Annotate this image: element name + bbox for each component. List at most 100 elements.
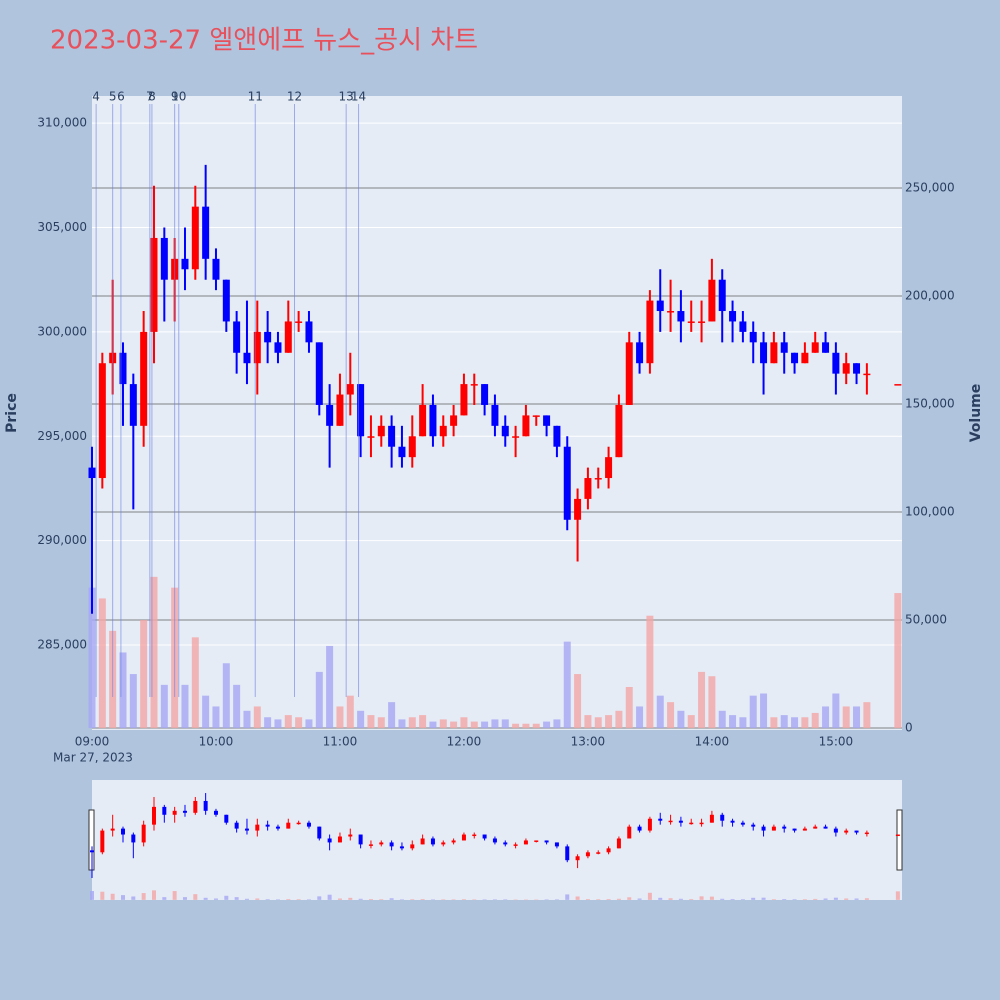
mini-candle-body bbox=[792, 828, 797, 831]
range-handle-right[interactable] bbox=[896, 809, 903, 871]
mini-volume-bar bbox=[120, 895, 125, 900]
candle-body bbox=[822, 342, 830, 353]
mini-volume-bar bbox=[430, 899, 435, 900]
mini-volume-bar bbox=[647, 892, 652, 900]
volume-bar bbox=[594, 717, 602, 729]
y2-tick-label: 250,000 bbox=[905, 181, 955, 195]
volume-bar bbox=[450, 721, 458, 729]
candle-body bbox=[98, 363, 106, 479]
y-axis-title: Price bbox=[4, 393, 20, 433]
candle-body bbox=[160, 237, 168, 280]
mini-volume-bar bbox=[110, 893, 115, 900]
mini-candle-body bbox=[720, 814, 725, 821]
mini-candle-body bbox=[182, 810, 187, 813]
candle-body bbox=[512, 436, 520, 438]
candle-body bbox=[863, 373, 871, 376]
mini-candle-body bbox=[337, 836, 342, 843]
range-slider[interactable] bbox=[92, 780, 902, 900]
volume-bar bbox=[181, 684, 189, 729]
mini-volume-bar bbox=[544, 899, 549, 900]
candle-body bbox=[605, 457, 613, 479]
annotation-label: 6 bbox=[117, 90, 125, 104]
mini-volume-bar bbox=[472, 899, 477, 900]
volume-bar bbox=[274, 719, 282, 729]
candle-body bbox=[749, 331, 757, 343]
mini-candle-body bbox=[637, 826, 642, 831]
candle-body bbox=[718, 279, 726, 312]
mini-volume-bar bbox=[368, 899, 373, 900]
volume-bar bbox=[253, 706, 261, 729]
mini-candle-body bbox=[317, 826, 322, 839]
mini-candle-body bbox=[141, 824, 146, 843]
candle-body bbox=[388, 425, 396, 447]
mini-volume-bar bbox=[213, 898, 218, 900]
candle-body bbox=[687, 321, 695, 323]
candle-body bbox=[222, 279, 230, 322]
mini-candle-body bbox=[782, 826, 787, 829]
volume-bar bbox=[222, 663, 230, 729]
mini-candle-body bbox=[844, 830, 849, 833]
mini-candle-body bbox=[492, 838, 497, 843]
mini-volume-bar bbox=[265, 899, 270, 900]
mini-volume-bar bbox=[802, 899, 807, 900]
x-tick-label: 09:00 bbox=[75, 735, 110, 749]
volume-bar bbox=[377, 717, 385, 729]
annotation-label: 8 bbox=[148, 90, 156, 104]
volume-bar bbox=[863, 702, 871, 729]
candle-body bbox=[243, 352, 251, 364]
candle-body bbox=[553, 425, 561, 447]
candle-body bbox=[357, 384, 365, 437]
mini-volume-bar bbox=[616, 898, 621, 900]
volume-bar bbox=[667, 702, 675, 729]
volume-bar bbox=[677, 710, 685, 729]
volume-bar bbox=[160, 684, 168, 729]
candle-body bbox=[470, 384, 478, 386]
mini-candle-body bbox=[802, 828, 807, 831]
candle-body bbox=[770, 342, 778, 364]
mini-volume-bar bbox=[637, 898, 642, 900]
mini-volume-bar bbox=[596, 899, 601, 900]
mini-candle-body bbox=[224, 814, 229, 823]
candle-body bbox=[450, 415, 458, 426]
mini-candle-body bbox=[172, 810, 177, 815]
mini-candle-body bbox=[296, 822, 301, 825]
mini-candle-body bbox=[275, 826, 280, 829]
candle-body bbox=[894, 384, 902, 386]
y-tick-label: 285,000 bbox=[37, 638, 87, 652]
mini-candle-body bbox=[833, 828, 838, 833]
mini-candle-body bbox=[151, 806, 156, 825]
volume-bar bbox=[460, 717, 468, 729]
mini-candle-body bbox=[895, 834, 900, 837]
mini-candle-body bbox=[389, 842, 394, 847]
candle-body bbox=[729, 311, 737, 322]
mini-candle-body bbox=[90, 850, 94, 853]
candle-body bbox=[501, 425, 509, 437]
mini-candle-body bbox=[430, 838, 435, 845]
mini-volume-bar bbox=[565, 894, 570, 900]
mini-volume-bar bbox=[503, 899, 508, 900]
mini-volume-bar bbox=[399, 899, 404, 900]
volume-bar bbox=[233, 684, 241, 729]
annotation-label: 7 bbox=[146, 90, 154, 104]
mini-candle-body bbox=[472, 834, 477, 837]
mini-candle-body bbox=[513, 844, 518, 846]
mini-volume-bar bbox=[492, 899, 497, 900]
volume-bar bbox=[822, 706, 830, 729]
volume-bar bbox=[656, 695, 664, 729]
mini-candle-body bbox=[689, 822, 694, 825]
volume-bar bbox=[584, 715, 592, 729]
mini-candle-body bbox=[368, 844, 373, 846]
y2-tick-label: 100,000 bbox=[905, 505, 955, 519]
volume-bar bbox=[532, 723, 540, 729]
mini-volume-bar bbox=[782, 899, 787, 900]
volume-bar bbox=[801, 717, 809, 729]
mini-volume-bar bbox=[895, 891, 900, 900]
volume-bar bbox=[191, 637, 199, 729]
mini-volume-bar bbox=[709, 896, 714, 900]
mini-volume-bar bbox=[255, 898, 260, 900]
mini-volume-bar bbox=[575, 896, 580, 900]
candle-body bbox=[708, 279, 716, 322]
candle-body bbox=[791, 352, 799, 364]
volume-bar bbox=[749, 695, 757, 729]
